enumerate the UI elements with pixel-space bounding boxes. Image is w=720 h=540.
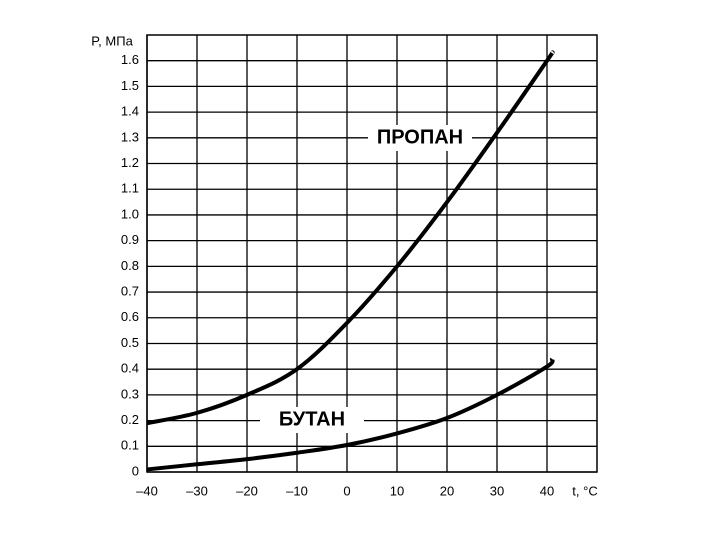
x-tick-label: –20 — [236, 483, 258, 498]
y-tick-label: 0.6 — [121, 309, 139, 324]
y-tick-label: 0.3 — [121, 386, 139, 401]
y-tick-label: 0.7 — [121, 283, 139, 298]
x-tick-label: –40 — [136, 483, 158, 498]
y-axis-label: P, МПа — [91, 33, 133, 48]
series-label: БУТАН — [279, 408, 345, 430]
y-tick-label: 1.3 — [121, 129, 139, 144]
y-tick-label: 1.6 — [121, 52, 139, 67]
series-label-bg — [368, 125, 472, 151]
x-tick-label: 10 — [390, 483, 404, 498]
x-tick-label: 20 — [440, 483, 454, 498]
x-tick-label: –30 — [186, 483, 208, 498]
y-tick-label: 0.9 — [121, 232, 139, 247]
series-line — [146, 50, 555, 426]
y-tick-label: 1.5 — [121, 78, 139, 93]
series-label-bg — [260, 407, 364, 433]
y-tick-label: 0.4 — [121, 361, 139, 376]
y-tick-label: 0.1 — [121, 438, 139, 453]
y-tick-label: 0.2 — [121, 412, 139, 427]
y-tick-label: 1.1 — [121, 181, 139, 196]
y-tick-label: 1.4 — [121, 104, 139, 119]
y-tick-label: 1.2 — [121, 155, 139, 170]
series-label: ПРОПАН — [377, 126, 463, 148]
y-tick-label: 1.0 — [121, 206, 139, 221]
y-tick-label: 0.5 — [121, 335, 139, 350]
y-tick-label: 0.8 — [121, 258, 139, 273]
x-tick-label: 40 — [540, 483, 554, 498]
x-tick-label: 30 — [490, 483, 504, 498]
series-line — [146, 357, 555, 472]
y-tick-label: 0 — [132, 463, 139, 478]
x-axis-label: t, °C — [572, 483, 597, 498]
x-tick-label: –10 — [286, 483, 308, 498]
x-tick-label: 0 — [343, 483, 350, 498]
